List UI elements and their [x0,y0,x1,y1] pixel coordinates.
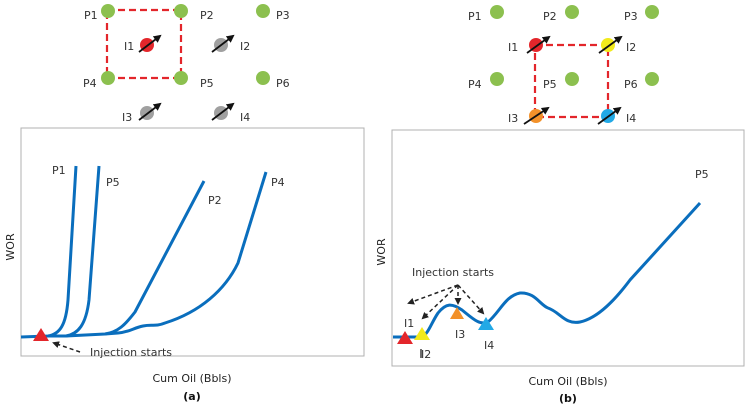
pattern-boundary-b [533,43,610,119]
producer-p2-a [174,4,188,18]
injection-arrow-icon [138,34,162,53]
label-p1-b: P1 [468,10,482,23]
injection-arrow-icon [138,102,162,121]
annotation-arrow-to-i2 [421,284,459,320]
injection-marker-i3-b [450,307,464,319]
label-i4-a: I4 [240,111,250,124]
producer-p6-a [256,71,270,85]
injection-marker-i4-b [478,317,494,330]
panel-a-chart: WOR Cum Oil (Bbls) (a) P1 P5 P2 P4 Injec… [4,127,365,403]
producer-p5-a [174,71,188,85]
label-p1-a: P1 [84,9,98,22]
panel-b-well-pattern: P1 P2 P3 P4 P5 P6 I1 I2 I3 I4 [468,5,659,125]
injection-arrow-icon [211,102,235,121]
injection-marker-i1-a [33,328,49,341]
injection-arrow-icon [523,106,550,125]
injection-arrow-icon [211,34,235,53]
producer-p1-b [490,5,504,19]
producer-p6-b [645,72,659,86]
injection-marker-i1-b [397,331,413,344]
producer-p4-a [101,71,115,85]
caption-a: (a) [183,390,200,403]
label-p5-b: P5 [543,78,557,91]
annotation-arrow-a [52,341,81,353]
producer-p1-a [101,4,115,18]
injection-arrow-icon [597,106,622,125]
label-i3-b: I3 [508,112,518,125]
label-p3-a: P3 [276,9,290,22]
curve-label-p5: P5 [106,176,120,189]
injection-arrow-icon [598,35,623,54]
panel-b-chart: WOR Cum Oil (Bbls) (b) P5 I1 I2 I3 I4 In… [375,129,745,405]
label-i4-b: I4 [626,112,636,125]
annotation-arrow-to-i1 [407,284,459,305]
label-p4-a: P4 [83,77,97,90]
annotation-injection-starts-a: Injection starts [90,346,172,359]
label-p6-a: P6 [276,77,290,90]
curve-label-p5-b: P5 [695,168,709,181]
panel-a-well-pattern: P1 P2 P3 P4 P5 P6 I1 I2 I3 I4 [83,4,290,124]
annotation-arrows-b [407,284,485,320]
producer-p4-b [490,72,504,86]
marker-label-i4-b: I4 [484,339,494,352]
y-axis-label-b: WOR [375,238,388,266]
producer-p3-a [256,4,270,18]
caption-b: (b) [559,392,577,405]
label-i1-b: I1 [508,41,518,54]
label-p2-b: P2 [543,10,557,23]
curve-label-p4: P4 [271,176,285,189]
marker-label-i2-b: I2 [421,348,431,361]
label-p5-a: P5 [200,77,214,90]
injection-marker-i2-b [414,327,430,340]
curve-label-p2: P2 [208,194,222,207]
x-axis-label-b: Cum Oil (Bbls) [528,375,607,388]
marker-label-i1-b: I1 [404,317,414,330]
curve-p4 [104,171,268,336]
chart-frame-a [20,127,365,357]
annotation-arrow-to-i4 [457,284,485,315]
injection-arrow-icon [526,35,551,54]
label-p6-b: P6 [624,78,638,91]
label-i1-a: I1 [124,40,134,53]
producer-p2-b [565,5,579,19]
curve-p1 [20,165,78,339]
curve-label-p1: P1 [52,164,66,177]
label-p2-a: P2 [200,9,214,22]
pattern-boundary-a [105,8,183,80]
producer-p3-b [645,5,659,19]
label-p4-b: P4 [468,78,482,91]
label-i3-a: I3 [122,111,132,124]
annotation-injection-starts-b: Injection starts [412,266,494,279]
curve-p5-b [393,201,702,339]
label-i2-b: I2 [626,41,636,54]
y-axis-label-a: WOR [4,233,17,261]
label-i2-a: I2 [240,40,250,53]
label-p3-b: P3 [624,10,638,23]
marker-label-i3-b: I3 [455,328,465,341]
producer-p5-b [565,72,579,86]
x-axis-label-a: Cum Oil (Bbls) [152,372,231,385]
chart-frame-b [391,129,745,367]
